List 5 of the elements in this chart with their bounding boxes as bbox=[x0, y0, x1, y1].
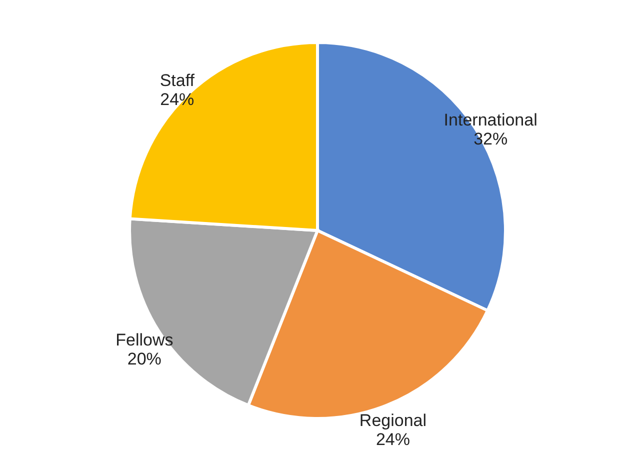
slice-label: Fellows bbox=[116, 330, 174, 350]
data-label: 20% bbox=[127, 349, 162, 368]
slice-label: Staff bbox=[160, 71, 195, 90]
slice-label: Regional bbox=[359, 411, 427, 430]
data-label: 24% bbox=[376, 430, 410, 450]
